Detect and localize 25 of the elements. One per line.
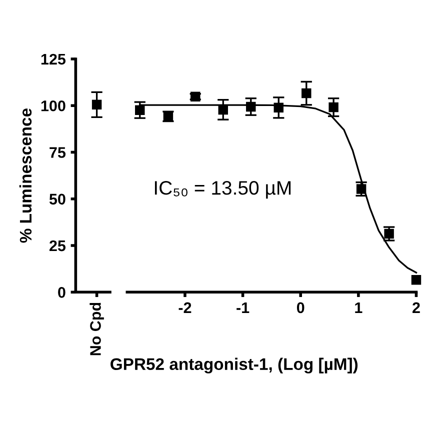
y-tick-label: 50 — [49, 194, 66, 205]
point — [356, 184, 366, 194]
x-axis-title: GPR52 antagonist-1, (Log [µM]) — [110, 358, 358, 374]
annotation: IC₅₀ = 13.50 µM — [154, 181, 291, 199]
point — [411, 274, 422, 285]
point — [328, 102, 338, 112]
x-tick-label: -1 — [236, 302, 250, 313]
point — [274, 102, 284, 113]
point — [302, 88, 312, 98]
y-tick-label: 25 — [49, 240, 66, 252]
point — [218, 104, 228, 115]
point — [135, 105, 145, 115]
x-tick-label: 0 — [296, 302, 304, 314]
x-tick-label: -2 — [178, 302, 192, 313]
y-axis-title: % Luminescence — [19, 108, 32, 243]
y-tick-label: 0 — [58, 287, 66, 298]
x-tick-label: 2 — [412, 302, 420, 313]
y-tick-label: 100 — [41, 100, 66, 112]
y-tick-label: 125 — [41, 54, 66, 65]
x-tick-label: 1 — [355, 302, 362, 313]
x-tick-label: No Cpd — [90, 302, 104, 356]
y-tick-label: 75 — [50, 147, 66, 158]
point — [246, 102, 256, 112]
point — [384, 228, 394, 239]
point — [190, 92, 200, 102]
